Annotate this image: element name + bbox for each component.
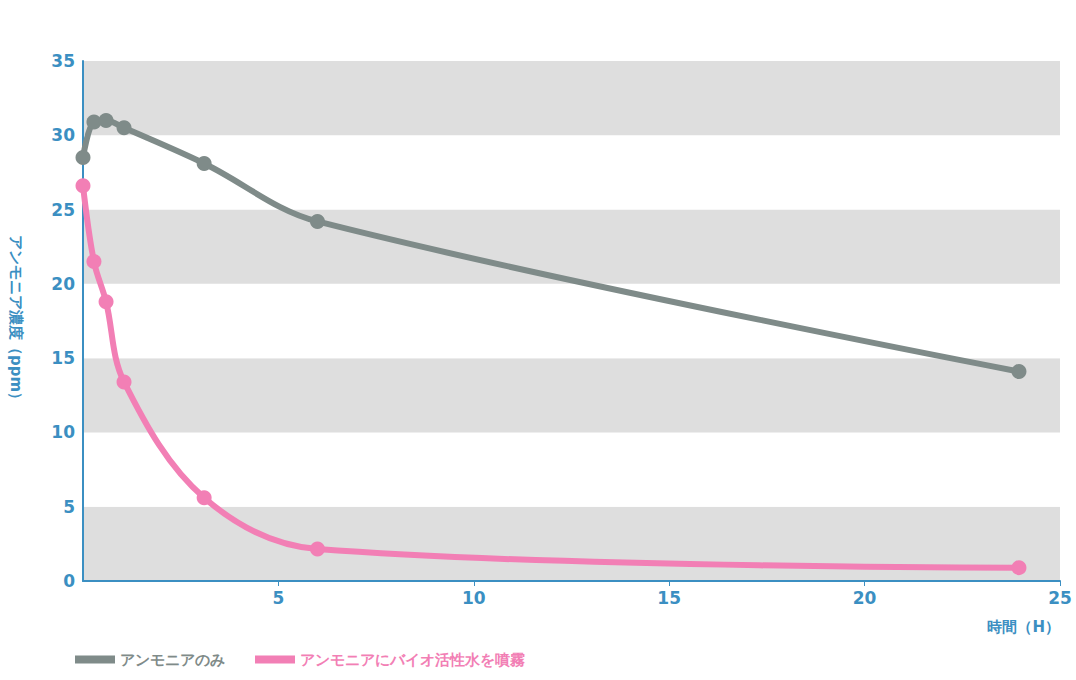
svg-text:時間（H）: 時間（H） [987, 618, 1060, 636]
svg-text:25: 25 [51, 200, 75, 220]
svg-text:アンモニア濃度（ppm）: アンモニア濃度（ppm） [7, 235, 25, 407]
svg-text:10: 10 [51, 422, 75, 442]
svg-text:5: 5 [63, 497, 75, 517]
svg-text:10: 10 [462, 588, 486, 608]
svg-text:20: 20 [853, 588, 877, 608]
svg-text:25: 25 [1048, 588, 1072, 608]
svg-text:0: 0 [63, 571, 75, 591]
svg-text:アンモニアのみ: アンモニアのみ [120, 651, 225, 669]
svg-text:30: 30 [51, 125, 75, 145]
svg-text:20: 20 [51, 274, 75, 294]
svg-text:15: 15 [657, 588, 681, 608]
svg-text:35: 35 [51, 51, 75, 71]
svg-text:15: 15 [51, 348, 75, 368]
svg-text:アンモニアにバイオ活性水を噴霧: アンモニアにバイオ活性水を噴霧 [300, 651, 525, 669]
svg-text:5: 5 [272, 588, 284, 608]
